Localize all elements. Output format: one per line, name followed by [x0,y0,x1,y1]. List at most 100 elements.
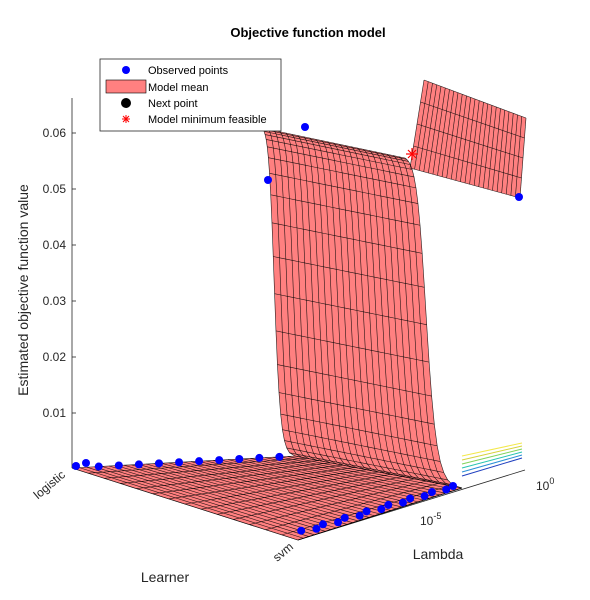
y-tick-logistic: logistic [31,468,68,502]
observed-point [195,457,204,466]
contour-line [461,445,523,461]
mesh-column [291,134,330,463]
observed-point [318,520,327,529]
legend-observed-label: Observed points [148,65,229,77]
legend-minimum-label: Model minimum feasible [148,114,267,126]
mesh-column [398,156,456,487]
observed-point [340,513,349,522]
step-mesh-line [423,79,527,119]
legend-minimum-marker [122,115,130,123]
step-mesh-line [420,101,525,139]
mesh-column [303,136,344,466]
floor-mesh-line [168,469,367,500]
observed-points-series [72,123,523,535]
legend-mean-marker [105,79,147,94]
floor-mesh-line [233,478,415,520]
observed-point [442,485,451,494]
step-mesh-line [409,167,521,199]
model-minimum-feasible-marker [406,148,418,160]
mesh-column [267,129,303,458]
contour-line [461,457,523,477]
floor-mesh-line [249,480,427,525]
floor-mesh-line [88,457,307,474]
mesh-column [297,135,337,465]
surface-rising-region [262,128,462,488]
surface-step-region [410,80,526,198]
legend-observed-marker [122,66,130,74]
mesh-column [363,149,414,479]
legend-next-marker [121,98,131,108]
observed-point [427,488,436,497]
mesh-column [261,127,296,457]
z-tick-label: 0.06 [43,126,67,140]
floor-mesh-line [136,464,343,489]
mesh-column [339,144,386,474]
legend-next-label: Next point [148,98,198,110]
legend-mean-label: Model mean [148,82,209,94]
mesh-column [309,137,351,467]
surface-front-edge [297,487,463,541]
contour-line [461,442,523,457]
mesh-column [351,146,400,477]
mesh-column [321,140,365,470]
x-axis-label: Lambda [413,546,464,562]
mesh-column [327,141,372,471]
observed-point [154,459,163,468]
observed-point [301,123,309,131]
observed-point [312,524,321,533]
observed-point [515,193,523,201]
mesh-column [369,150,421,481]
model-mean-surface [71,79,527,541]
z-tick-label: 0.03 [43,294,67,308]
mesh-column [315,139,358,469]
surface-mesh-grid [71,79,527,541]
observed-point [355,511,364,520]
mesh-column [386,154,442,485]
observed-point [235,455,244,463]
observed-point [82,459,90,467]
mesh-column [404,157,463,489]
legend-box [99,58,282,132]
observed-point [384,500,393,509]
observed-point [94,462,103,471]
contour-line [461,448,523,465]
y-axis-label: Learner [141,569,190,585]
step-mesh-line [413,145,522,179]
x-tick-1e0: 100 [536,476,554,493]
observed-point [264,176,272,184]
legend: Observed points Model mean Next point Mo… [99,58,282,132]
contour-line [461,454,523,473]
floor-mesh-line [104,460,319,479]
z-axis-label: Estimated objective function value [15,184,31,396]
mesh-column [392,155,449,486]
mesh-column [357,147,407,478]
z-tick-label: 0.01 [43,406,67,420]
observed-point [420,492,429,501]
mesh-column [285,132,323,462]
z-tick-label: 0.04 [43,238,67,252]
mesh-column [279,131,317,461]
floor-mesh-line [152,467,355,495]
observed-point [275,452,284,461]
z-tick-label: 0.02 [43,350,67,364]
chart-title: Objective function model [230,25,385,40]
floor-mesh-line [265,483,439,531]
x-tick-labels: 10-5 100 [420,476,554,528]
mesh-column [345,145,393,475]
floor-mesh-line [201,473,391,510]
observed-point [215,456,224,465]
observed-point [255,453,264,462]
z-axis: 0.01 0.02 0.03 0.04 0.05 0.06 Estimated objec… [15,98,76,468]
mesh-column [273,130,310,459]
contour-line [461,451,523,469]
mesh-column [333,142,379,473]
observed-point [114,461,123,470]
z-tick-label: 0.05 [43,182,67,196]
observed-point [398,498,407,507]
y-tick-svm: svm [270,540,296,565]
step-mesh-line [416,123,524,159]
floor-contour-lines [461,442,523,477]
observed-point [449,482,457,490]
observed-point [175,458,184,467]
observed-point [377,505,386,514]
